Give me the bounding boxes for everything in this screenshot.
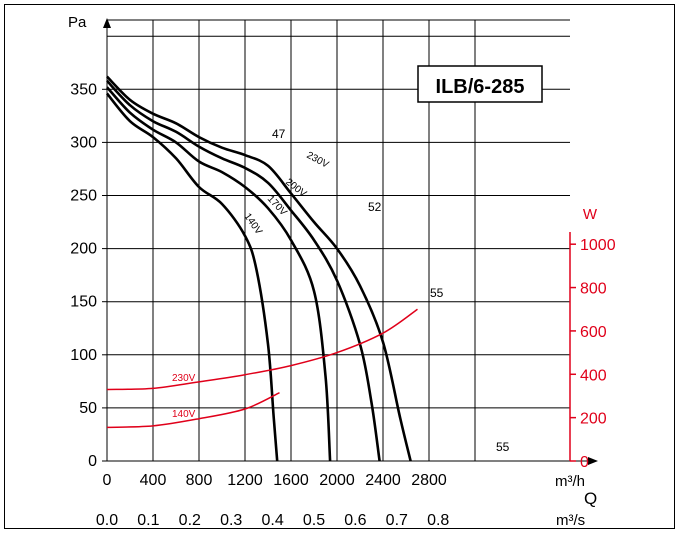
flow-si-tick-label: 0.4 — [261, 512, 283, 529]
flow-tick-label: 2400 — [365, 472, 401, 489]
flow-tick-label: 1600 — [273, 472, 309, 489]
power-unit-label: W — [583, 206, 598, 223]
efficiency-annotation: 47 — [272, 127, 286, 141]
pressure-curve-label: 230V — [305, 150, 331, 171]
flow-si-tick-label: 0.6 — [344, 512, 366, 529]
outer-frame — [4, 4, 675, 529]
pressure-tick-label: 100 — [70, 347, 97, 364]
efficiency-annotation: 52 — [368, 200, 382, 214]
flow-si-tick-label: 0.3 — [220, 512, 242, 529]
pressure-tick-label: 300 — [70, 134, 97, 151]
pressure-tick-label: 0 — [88, 453, 97, 470]
flow-si-tick-label: 0.8 — [427, 512, 449, 529]
flow-tick-label: 800 — [186, 472, 213, 489]
pressure-curve-label: 200V — [283, 177, 308, 200]
flow-unit-label: m³/h — [555, 473, 585, 490]
power-curve-label: 230V — [172, 373, 196, 384]
flow-tick-label: 2000 — [319, 472, 355, 489]
flow-si-tick-label: 0.5 — [303, 512, 325, 529]
efficiency-annotation: 55 — [430, 286, 444, 300]
pressure-unit-label: Pa — [68, 14, 87, 31]
power-tick-label: 1000 — [580, 237, 616, 254]
power-tick-label: 600 — [580, 324, 607, 341]
pressure-axis-arrow — [103, 18, 111, 28]
flow-si-unit-label: m³/s — [556, 512, 585, 529]
pressure-curve-170v — [106, 86, 332, 462]
flow-tick-label: 0 — [103, 472, 112, 489]
pressure-tick-label: 350 — [70, 81, 97, 98]
pressure-curve-label: 170V — [265, 194, 289, 219]
power-tick-label: 800 — [580, 281, 607, 298]
pressure-tick-label: 150 — [70, 294, 97, 311]
series-layer — [105, 75, 418, 462]
power-tick-label: 200 — [580, 411, 607, 428]
flow-symbol: Q — [584, 489, 597, 508]
power-tick-label: 0 — [580, 454, 589, 471]
power-curve-140v — [106, 392, 280, 429]
flow-si-tick-label: 0.0 — [96, 512, 118, 529]
pressure-tick-label: 200 — [70, 241, 97, 258]
power-curve-230v — [106, 308, 418, 391]
pressure-curve-200v — [106, 79, 381, 462]
flow-si-tick-label: 0.7 — [386, 512, 408, 529]
power-tick-label: 400 — [580, 367, 607, 384]
flow-axis-arrow — [588, 457, 598, 465]
flow-tick-label: 1200 — [227, 472, 263, 489]
flow-si-tick-label: 0.1 — [137, 512, 159, 529]
model-label-box — [417, 65, 543, 103]
power-curve-label: 140V — [172, 409, 196, 420]
flow-tick-label: 2800 — [411, 472, 447, 489]
pressure-curve-230v — [106, 75, 412, 462]
flow-si-tick-label: 0.2 — [179, 512, 201, 529]
pressure-tick-label: 50 — [79, 400, 97, 417]
flow-tick-label: 400 — [140, 472, 167, 489]
pressure-tick-label: 250 — [70, 188, 97, 205]
model-label: ILB/6-285 — [436, 76, 525, 98]
efficiency-annotation: 55 — [496, 440, 510, 454]
